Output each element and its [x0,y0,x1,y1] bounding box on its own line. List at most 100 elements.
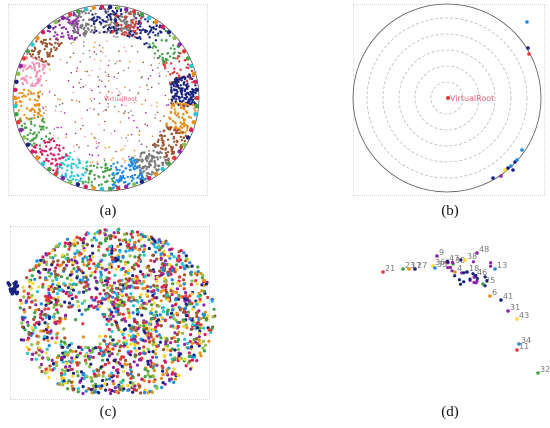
cluster-node [181,89,184,93]
labeled-node [475,276,479,281]
inner-node [111,91,113,94]
inner-node [144,123,146,125]
embedding-node [190,292,194,296]
labeled-node [465,270,469,274]
cluster-node [190,77,194,81]
cluster-node [54,31,57,34]
embedding-node [34,325,38,330]
embedding-node [62,281,66,286]
embedding-node [75,269,79,273]
embedding-node [127,323,131,327]
inner-node [89,161,92,163]
cluster-node [46,154,49,157]
cluster-node [119,175,122,178]
boundary-node [116,5,121,10]
embedding-node [136,341,140,345]
cluster-node [64,159,67,162]
cluster-node [89,9,93,13]
inner-node [103,129,105,131]
embedding-node [132,388,136,392]
embedding-node [190,327,194,331]
embedding-node [188,294,192,298]
cluster-node [163,134,167,138]
labeled-node [506,309,510,313]
embedding-node [74,283,78,287]
embedding-node [137,255,141,259]
embedding-node [200,289,204,293]
embedding-node [128,254,132,258]
embedding-node [134,329,138,333]
embedding-node [184,302,188,306]
cluster-node [172,95,176,98]
cluster-node [33,114,36,117]
cluster-node [42,60,45,64]
cluster-node [29,120,33,124]
embedding-node [149,259,153,263]
embedding-node [149,332,153,336]
cluster-node [177,116,181,119]
cluster-node [60,41,63,45]
embedding-node [150,311,154,315]
embedding-node [117,264,121,269]
embedding-node [63,317,67,321]
embedding-node [70,384,74,388]
cluster-node [110,165,113,168]
labeled-node [435,254,439,258]
embedding-node [93,387,97,391]
inner-node [128,60,131,63]
embedding-node [37,322,41,326]
cluster-node [64,172,67,175]
boundary-node [47,166,52,172]
cluster-node [33,63,36,66]
inner-node [130,133,133,136]
cluster-node [112,162,115,165]
cluster-node [169,146,173,149]
cluster-node [115,32,118,35]
embedding-node [140,299,144,303]
embedding-node [75,235,79,239]
embedding-node [182,273,187,277]
embedding-node [45,335,49,339]
cluster-node [194,84,197,87]
embedding-node [207,339,211,343]
cluster-node [162,161,165,165]
cluster-node [137,20,141,24]
inner-node [88,74,90,77]
embedding-node [70,258,74,262]
cluster-node [89,171,92,175]
embedding-node [127,243,131,247]
cluster-node [115,179,119,182]
labeled-node [401,267,405,271]
embedding-node [51,282,55,286]
boundary-node [527,52,531,56]
embedding-node [164,278,168,282]
cluster-node [154,164,157,167]
embedding-node [44,303,48,307]
embedding-node [74,318,78,322]
embedding-node [89,304,94,308]
inner-node [100,50,102,53]
embedding-node [197,344,201,348]
cluster-node [105,180,109,183]
embedding-node [65,252,69,257]
cluster-node [156,158,159,161]
embedding-node [129,246,133,250]
embedding-node [94,267,98,271]
cluster-node [161,134,164,138]
embedding-node [195,314,199,319]
embedding-node [152,283,156,288]
cluster-node [77,158,80,161]
embedding-node [189,282,193,287]
boundary-node [21,135,27,140]
inner-node [42,107,44,110]
cluster-node [124,11,127,14]
labeled-node [515,317,519,321]
embedding-node [184,364,188,368]
cluster-node [70,35,73,38]
inner-node [105,94,108,96]
inner-node [93,46,95,48]
embedding-node [150,298,154,302]
cluster-node [139,37,142,40]
cluster-node [35,62,38,65]
boundary-node [515,158,519,162]
